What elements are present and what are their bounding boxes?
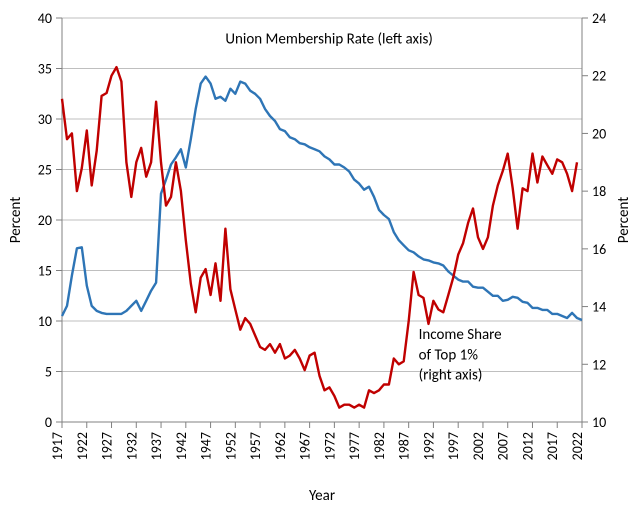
chart-annotation: (right axis) <box>419 367 483 385</box>
x-tick-label: 1942 <box>173 432 190 460</box>
y-left-tick-label: 35 <box>38 61 52 78</box>
y-right-tick-label: 24 <box>592 10 606 27</box>
y-left-tick-label: 10 <box>38 313 52 330</box>
chart-annotation: Union Membership Rate (left axis) <box>225 30 432 48</box>
x-tick-label: 2017 <box>544 432 561 460</box>
y-left-tick-label: 0 <box>45 414 52 431</box>
y-left-tick-label: 30 <box>38 111 52 128</box>
y-left-tick-label: 40 <box>38 10 52 27</box>
y-right-tick-label: 12 <box>592 356 606 373</box>
x-tick-label: 2002 <box>470 432 487 460</box>
x-tick-label: 1967 <box>297 432 314 460</box>
x-tick-label: 1952 <box>222 432 239 460</box>
chart-annotation: of Top 1% <box>419 346 479 364</box>
x-tick-label: 1992 <box>420 432 437 460</box>
x-tick-label: 1917 <box>49 432 66 460</box>
x-tick-label: 2012 <box>519 432 536 460</box>
x-tick-label: 1922 <box>74 432 91 460</box>
x-tick-label: 1957 <box>247 432 264 460</box>
chart-annotation: Income Share <box>419 326 502 344</box>
y-right-tick-label: 20 <box>592 125 606 142</box>
x-tick-label: 1982 <box>371 432 388 460</box>
y-right-tick-label: 10 <box>592 414 606 431</box>
x-tick-label: 1987 <box>396 432 413 460</box>
y-left-tick-label: 5 <box>45 364 52 381</box>
y-right-tick-label: 14 <box>592 299 606 316</box>
x-tick-label: 1997 <box>445 432 462 460</box>
x-tick-label: 1947 <box>198 432 215 460</box>
y-left-tick-label: 15 <box>38 263 52 280</box>
x-axis-label: Year <box>309 487 335 505</box>
y-left-tick-label: 20 <box>38 212 52 229</box>
x-tick-label: 2022 <box>569 432 586 460</box>
chart-container: 0510152025303540101214161820222419171922… <box>0 0 642 514</box>
x-tick-label: 1977 <box>346 432 363 460</box>
y-right-tick-label: 18 <box>592 183 606 200</box>
x-tick-label: 1937 <box>148 432 165 460</box>
y-right-tick-label: 16 <box>592 241 606 258</box>
y-left-tick-label: 25 <box>38 162 52 179</box>
y-axis-left-label: Percent <box>7 197 25 244</box>
x-tick-label: 1927 <box>99 432 116 460</box>
x-tick-label: 1962 <box>272 432 289 460</box>
x-tick-label: 1972 <box>321 432 338 460</box>
dual-axis-line-chart: 0510152025303540101214161820222419171922… <box>0 0 642 514</box>
x-tick-label: 2007 <box>495 432 512 460</box>
y-right-tick-label: 22 <box>592 68 606 85</box>
y-axis-right-label: Percent <box>615 197 633 244</box>
x-tick-label: 1932 <box>123 432 140 460</box>
